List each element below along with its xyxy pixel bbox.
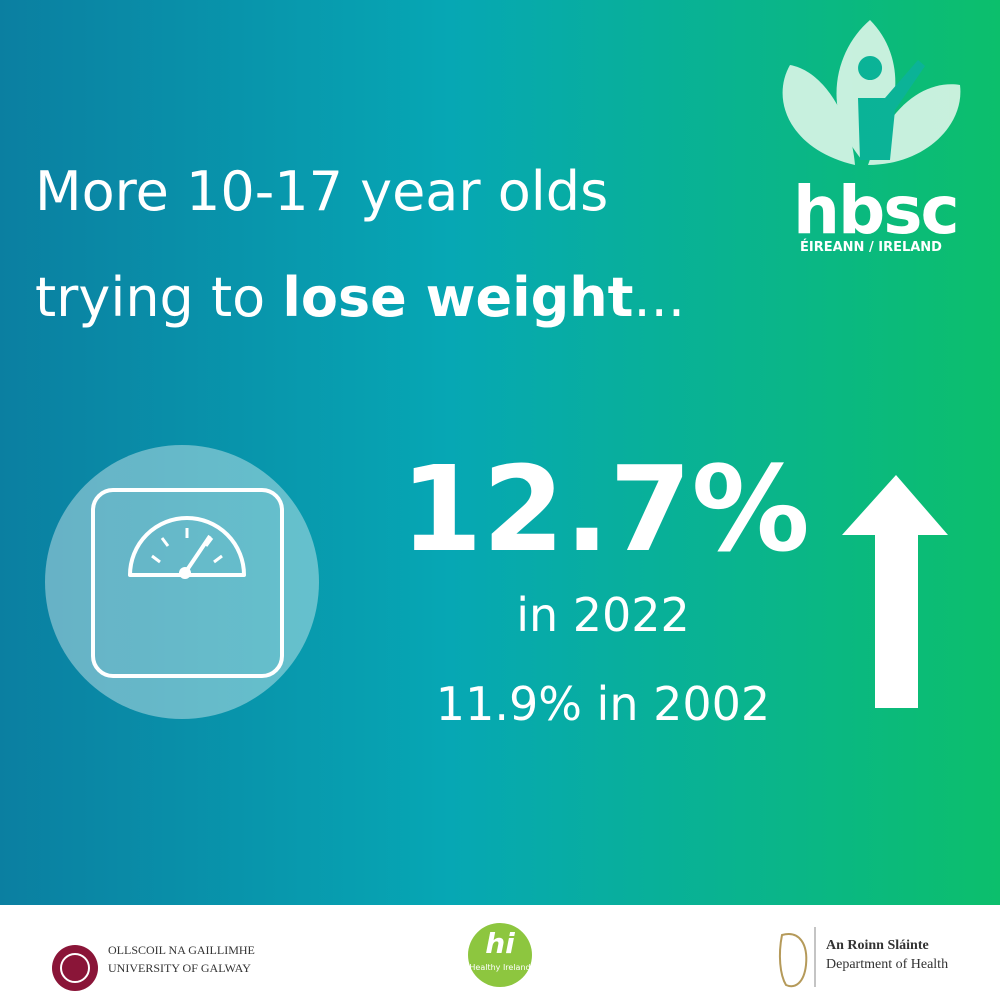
gauge-needle (183, 534, 212, 575)
university-seal (52, 945, 98, 991)
scale-gauge (128, 516, 246, 577)
headline-ellipsis: ... (633, 266, 686, 329)
gauge-pivot (179, 567, 191, 579)
stat-comparison: 11.9% in 2002 (435, 677, 771, 731)
logo-leaves (782, 20, 961, 165)
headline-text: trying to (35, 266, 266, 329)
department-line1: An Roinn Sláinte (826, 938, 929, 953)
harp (778, 933, 808, 988)
hi-name: Healthy Ireland (469, 963, 531, 972)
stat-year: in 2022 (516, 588, 690, 642)
up-arrow (842, 475, 948, 708)
hero: More 10-17 year olds trying to lose weig… (0, 0, 1000, 905)
logo-region: ÉIREANN / IRELAND (800, 240, 942, 255)
scale-body (91, 488, 284, 678)
headline-emphasis: lose weight (282, 266, 634, 329)
seal-ring (60, 953, 90, 983)
department-line2: Department of Health (826, 957, 949, 972)
logo-name: hbsc (793, 172, 960, 249)
headline-line1: More 10-17 year olds (35, 160, 609, 223)
graphics (45, 20, 961, 719)
headline-line2: trying to lose weight... (35, 266, 685, 329)
footer-graphics (52, 923, 816, 991)
hi-badge (468, 923, 532, 987)
university-line1: OLLSCOIL NA GAILLIMHE (108, 943, 255, 957)
hi-mark: hi (485, 927, 515, 960)
stat-value: 12.7% (400, 440, 810, 578)
icon-circle (45, 445, 319, 719)
gauge-ticks (151, 528, 223, 564)
footer: OLLSCOIL NA GAILLIMHE UNIVERSITY OF GALW… (0, 905, 1000, 1000)
university-line2: UNIVERSITY OF GALWAY (108, 961, 251, 975)
